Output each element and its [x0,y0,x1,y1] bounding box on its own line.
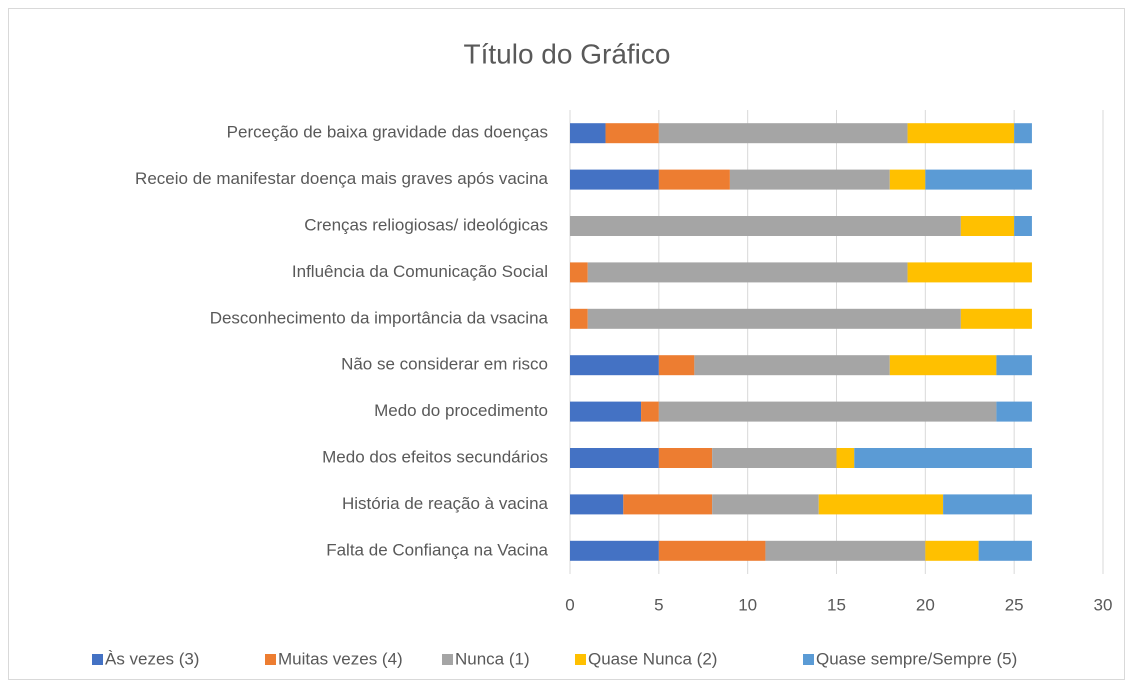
legend-swatch [575,654,586,665]
bar-segment [570,540,659,561]
bar-segment [996,401,1032,422]
legend-label: Muitas vezes (4) [278,649,403,668]
bar-segment [729,169,890,190]
bar-segment [658,448,713,468]
legend-label: Às vezes (3) [105,649,199,668]
bar-segment [712,448,837,468]
bar-segment [570,355,659,376]
bar-segment [889,169,926,190]
x-tick-label: 15 [827,595,846,614]
legend-label: Quase sempre/Sempre (5) [816,649,1017,668]
bar-segment [907,123,1015,144]
bar-segment [907,262,1032,283]
bar-segment [694,355,890,376]
bar-segment [658,401,997,422]
bar-segment [854,448,1032,468]
bar-segment [658,355,695,376]
x-tick-label: 5 [654,595,663,614]
bar-segment [570,262,588,283]
bar-segment [570,216,961,236]
chart-border [8,8,1125,680]
legend-swatch [442,654,453,665]
bar-segment [658,169,730,190]
chart-title: Título do Gráfico [464,38,671,69]
legend-swatch [803,654,814,665]
y-tick-label: Perceção de baixa gravidade das doenças [227,123,548,142]
legend-swatch [92,654,103,665]
legend-swatch [265,654,276,665]
bar-segment [818,494,944,515]
x-tick-label: 0 [565,595,574,614]
bar-segment [623,494,713,515]
y-tick-label: Crenças reliogiosas/ ideológicas [304,215,548,234]
y-tick-label: Medo dos efeitos secundários [322,447,548,466]
y-tick-label: Receio de manifestar doença mais graves … [135,169,548,188]
bar-segment [925,169,1032,190]
bar-segment [587,308,961,329]
bar-segment [712,494,819,515]
bar-segment [658,123,908,144]
y-tick-label: Não se considerar em risco [341,355,548,374]
bar-segment [587,262,908,283]
bar-segment [570,448,659,468]
y-tick-label: Falta de Confiança na Vacina [326,540,548,559]
bar-segment [925,540,979,561]
x-tick-label: 10 [738,595,757,614]
bar-segment [765,540,926,561]
legend-label: Quase Nunca (2) [588,649,717,668]
y-tick-label: Influência da Comunicação Social [292,262,548,281]
bar-segment [943,494,1032,515]
x-tick-label: 20 [916,595,935,614]
bar-segment [641,401,659,422]
y-tick-label: Desconhecimento da importância da vsacin… [210,308,549,327]
bar-segment [996,355,1032,376]
bar-segment [960,308,1032,329]
bar-segment [570,401,642,422]
bar-segment [1014,123,1032,144]
x-tick-label: 25 [1005,595,1024,614]
legend-label: Nunca (1) [455,649,530,668]
y-tick-label: Medo do procedimento [374,401,548,420]
bar-segment [658,540,766,561]
x-tick-label: 30 [1094,595,1113,614]
bar-segment [605,123,659,144]
bar-segment [570,123,606,144]
bar-segment [978,540,1032,561]
bar-segment [1014,216,1032,236]
y-tick-label: História de reação à vacina [342,494,549,513]
bar-segment [960,216,1015,236]
bar-segment [570,494,624,515]
bar-segment [836,448,855,468]
bar-segment [889,355,997,376]
bar-segment [570,308,588,329]
bar-segment [570,169,659,190]
